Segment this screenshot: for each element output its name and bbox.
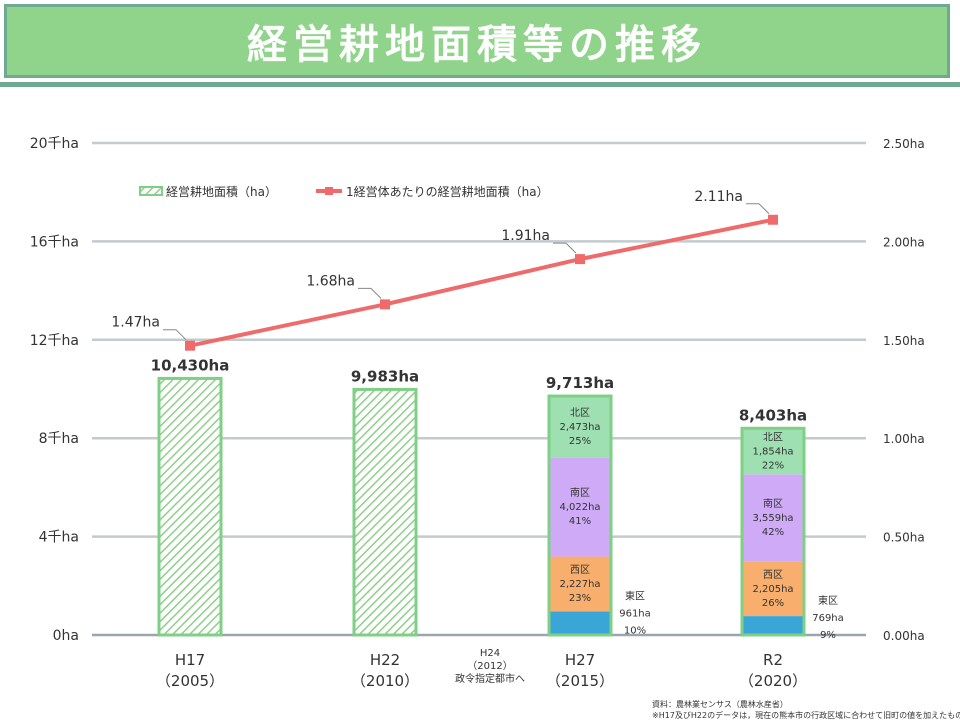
- legend-line-marker: [325, 187, 333, 195]
- y-right-tick-label: 1.50ha: [883, 334, 925, 348]
- bar-segment: [549, 396, 611, 458]
- x-category-label: R2: [763, 651, 783, 669]
- segment-pct-label: 23%: [569, 593, 591, 604]
- y-right-tick-label: 1.00ha: [883, 432, 925, 446]
- segment-value-label: 2,205ha: [752, 584, 793, 595]
- title-banner: 経営耕地面積等の推移: [0, 0, 960, 88]
- bar-segment: [742, 474, 804, 562]
- bar-total-label: 9,983ha: [351, 367, 419, 385]
- segment-value-label: 769ha: [812, 613, 844, 624]
- y-right-tick-label: 2.00ha: [883, 235, 925, 249]
- line-label-leader: [746, 203, 770, 215]
- y-left-tick-label: 16千ha: [30, 234, 79, 250]
- line-point: [380, 299, 390, 310]
- line-value-label: 2.11ha: [694, 189, 743, 205]
- line-label-leader: [163, 329, 187, 341]
- segment-district-label: 西区: [570, 564, 590, 576]
- bar-segment: [742, 428, 804, 475]
- segment-pct-label: 10%: [624, 625, 646, 636]
- bar-segment: [549, 457, 611, 557]
- x-category-year-label: （2020）: [739, 672, 807, 690]
- x-category-year-label: （2005）: [156, 672, 224, 690]
- bar-total: [352, 387, 418, 637]
- segment-district-label: 南区: [763, 497, 783, 510]
- bar-outline: [547, 394, 613, 637]
- segment-pct-label: 42%: [762, 527, 784, 538]
- bar-segment: [549, 556, 611, 612]
- line-label-leader: [358, 287, 382, 299]
- bar-segment: [742, 561, 804, 617]
- x-category-label: H17: [175, 651, 205, 669]
- title-banner-box: 経営耕地面積等の推移: [4, 4, 950, 78]
- bar-segment: [549, 611, 611, 635]
- x-annotation-label: H24: [480, 648, 500, 659]
- page-title: 経営耕地面積等の推移: [247, 22, 707, 68]
- x-category-year-label: （2010）: [351, 672, 419, 690]
- segment-pct-label: 41%: [569, 516, 591, 527]
- x-category-label: H27: [565, 651, 595, 669]
- bar-total-label: 8,403ha: [739, 406, 807, 424]
- segment-pct-label: 25%: [569, 436, 591, 447]
- y-left-tick-label: 20千ha: [30, 136, 79, 152]
- bar-segment: [742, 616, 804, 635]
- legend-bar-label: 経営耕地面積（ha）: [166, 184, 277, 199]
- y-left-tick-label: 4千ha: [39, 530, 79, 546]
- segment-district-label: 東区: [625, 589, 645, 602]
- segment-value-label: 3,559ha: [752, 513, 793, 524]
- y-right-tick-label: 2.50ha: [883, 137, 925, 151]
- bar-outline: [740, 426, 806, 637]
- segment-value-label: 4,022ha: [559, 502, 600, 513]
- x-category-label: H22: [370, 651, 400, 669]
- bar-total: [157, 376, 223, 637]
- line-point: [575, 254, 585, 265]
- legend-bar-swatch: [139, 186, 163, 196]
- banner-underline: [0, 82, 960, 87]
- segment-district-label: 北区: [570, 407, 590, 419]
- y-right-tick-label: 0.00ha: [883, 629, 925, 643]
- segment-district-label: 北区: [763, 431, 783, 443]
- source-note: 資料：農林業センサス（農林水産省）: [652, 700, 788, 709]
- line-value-label: 1.47ha: [111, 315, 160, 331]
- segment-pct-label: 22%: [762, 460, 784, 471]
- line-series: [189, 217, 774, 348]
- y-left-tick-label: 8千ha: [39, 431, 79, 447]
- y-left-tick-label: 12千ha: [30, 333, 79, 349]
- segment-pct-label: 9%: [820, 630, 836, 641]
- line-value-label: 1.91ha: [501, 228, 550, 244]
- line-point: [768, 214, 778, 225]
- segment-value-label: 961ha: [619, 608, 651, 619]
- segment-pct-label: 26%: [762, 598, 784, 609]
- segment-district-label: 東区: [818, 594, 838, 607]
- y-right-tick-label: 0.50ha: [883, 531, 925, 545]
- segment-value-label: 2,473ha: [559, 422, 600, 433]
- segment-value-label: 1,854ha: [752, 446, 793, 457]
- x-annotation-label: （2012）: [467, 660, 512, 672]
- y-left-tick-label: 0ha: [53, 628, 79, 644]
- x-annotation-label: 政令指定都市へ: [455, 672, 525, 685]
- line-label-leader: [553, 242, 577, 254]
- segment-district-label: 西区: [763, 569, 783, 581]
- bar-total-label: 9,713ha: [546, 374, 614, 392]
- segment-value-label: 2,227ha: [559, 579, 600, 590]
- source-footnote: ※H17及びH22のデータは，現在の熊本市の行政区域に合わせて旧町の値を加えたも…: [652, 711, 960, 720]
- legend-line-label: 1経営体あたりの経営耕地面積（ha）: [346, 184, 549, 199]
- bar-total-label: 10,430ha: [151, 356, 230, 374]
- line-value-label: 1.68ha: [306, 273, 355, 289]
- segment-district-label: 南区: [570, 486, 590, 499]
- line-point: [185, 340, 195, 351]
- x-category-year-label: （2015）: [546, 672, 614, 690]
